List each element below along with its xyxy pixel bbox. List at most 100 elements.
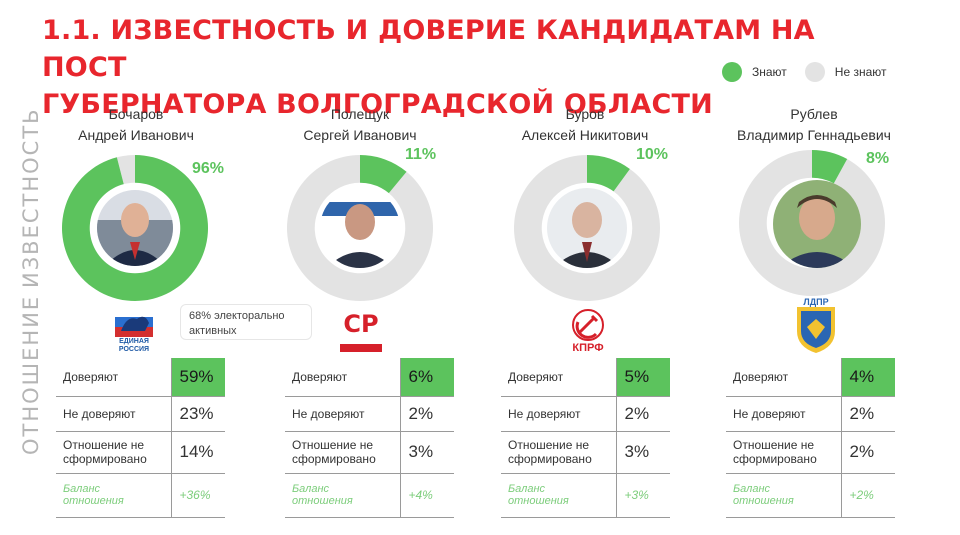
row-label: Баланс отношения bbox=[501, 473, 616, 518]
row-value: 59% bbox=[170, 358, 225, 397]
ldpr-emblem-icon bbox=[797, 307, 835, 353]
row-label: Доверяют bbox=[726, 358, 841, 397]
row-label: Не доверяют bbox=[501, 396, 616, 432]
candidate-last-name: Полещук bbox=[330, 106, 390, 122]
row-label: Не доверяют bbox=[56, 396, 171, 432]
candidate-first-name: Владимир Геннадьевич bbox=[737, 127, 891, 143]
party-name: СР bbox=[343, 310, 379, 338]
row-value: +2% bbox=[840, 473, 895, 518]
party-name: ЛДПР bbox=[803, 297, 829, 307]
candidate-photo-rublev bbox=[773, 180, 861, 268]
hammer-sickle-icon bbox=[572, 309, 604, 341]
legend-swatch-know bbox=[722, 62, 742, 82]
candidate-first-name: Андрей Иванович bbox=[78, 127, 194, 143]
donut-slice-know bbox=[812, 150, 848, 184]
donut-slice-dont-know bbox=[116, 155, 135, 185]
donut-slice-dont-know bbox=[287, 155, 433, 301]
table-row-distrust: Не доверяют 2% bbox=[726, 396, 895, 432]
page-title: 1.1. ИЗВЕСТНОСТЬ И ДОВЕРИЕ КАНДИДАТАМ НА… bbox=[42, 12, 822, 123]
legend-label-dont-know: Не знают bbox=[834, 65, 887, 79]
donut-slice-know bbox=[587, 155, 630, 192]
row-value: 3% bbox=[399, 431, 454, 474]
awareness-value-burov: 10% bbox=[636, 146, 669, 163]
table-row-undecided: Отношение не сформировано 2% bbox=[726, 431, 895, 474]
candidate-photo-poleshchuk bbox=[320, 188, 400, 268]
party-logo-sr: СР bbox=[338, 304, 384, 354]
candidate-name: Полещук Сергей Иванович bbox=[260, 104, 460, 146]
party-logo-kprf: КПРФ bbox=[566, 308, 610, 356]
table-row-balance: Баланс отношения +36% bbox=[56, 473, 225, 518]
candidate-first-name: Сергей Иванович bbox=[303, 127, 417, 143]
row-label: Баланс отношения bbox=[285, 473, 400, 518]
row-label: Не доверяют bbox=[285, 396, 400, 432]
candidate-photo-bocharov bbox=[97, 190, 173, 266]
note-electorally-active: 68% электорально активных bbox=[180, 304, 312, 340]
party-logo-united-russia: ЕДИНАЯ РОССИЯ bbox=[111, 301, 157, 353]
row-value: 23% bbox=[170, 396, 225, 432]
donut-slice-know bbox=[360, 155, 407, 194]
donut-awareness-burov bbox=[514, 155, 660, 301]
table-row-distrust: Не доверяют 23% bbox=[56, 396, 225, 432]
awareness-value-poleshchuk: 11% bbox=[405, 146, 437, 163]
row-value: +36% bbox=[170, 473, 225, 518]
row-label: Доверяют bbox=[285, 358, 400, 397]
row-label: Доверяют bbox=[501, 358, 616, 397]
row-value: 2% bbox=[840, 431, 895, 474]
candidate-name: Бочаров Андрей Иванович bbox=[36, 104, 236, 146]
table-row-balance: Баланс отношения +3% bbox=[501, 473, 670, 518]
party-logo-ldpr: ЛДПР bbox=[793, 297, 839, 355]
table-row-trust: Доверяют 4% bbox=[726, 358, 895, 397]
table-row-undecided: Отношение не сформировано 14% bbox=[56, 431, 225, 474]
table-row-undecided: Отношение не сформировано 3% bbox=[285, 431, 454, 474]
attitude-table-poleshchuk: Доверяют 6% Не доверяют 2% Отношение не сфо… bbox=[285, 358, 454, 518]
title-line-2: ГУБЕРНАТОРА ВОЛГОГРАДСКОЙ ОБЛАСТИ bbox=[42, 89, 713, 120]
candidate-last-name: Буров bbox=[565, 106, 605, 122]
row-value: 4% bbox=[840, 358, 895, 397]
party-name: КПРФ bbox=[572, 342, 604, 354]
candidate-last-name: Бочаров bbox=[108, 106, 164, 122]
row-value: 5% bbox=[615, 358, 670, 397]
candidate-last-name: Рублев bbox=[790, 106, 838, 122]
row-label: Отношение не сформировано bbox=[285, 431, 400, 474]
donut-slice-dont-know bbox=[514, 155, 660, 301]
legend-swatch-dont-know bbox=[804, 62, 825, 82]
row-label: Баланс отношения bbox=[726, 473, 841, 518]
title-line-1: 1.1. ИЗВЕСТНОСТЬ И ДОВЕРИЕ КАНДИДАТАМ НА… bbox=[42, 15, 815, 83]
attitude-table-rublev: Доверяют 4% Не доверяют 2% Отношение не сфо… bbox=[726, 358, 895, 518]
table-row-balance: Баланс отношения +4% bbox=[285, 473, 454, 518]
donut-slice-know bbox=[61, 155, 208, 301]
row-label: Доверяют bbox=[56, 358, 171, 397]
row-value: 3% bbox=[615, 431, 670, 474]
row-value: 6% bbox=[399, 358, 454, 397]
row-label: Баланс отношения bbox=[56, 473, 171, 518]
row-label: Отношение не сформировано bbox=[726, 431, 841, 474]
row-value: +3% bbox=[615, 473, 670, 518]
awareness-value-bocharov: 96% bbox=[192, 160, 225, 177]
table-row-distrust: Не доверяют 2% bbox=[285, 396, 454, 432]
attitude-table-burov: Доверяют 5% Не доверяют 2% Отношение не сфо… bbox=[501, 358, 670, 518]
table-row-trust: Доверяют 5% bbox=[501, 358, 670, 397]
row-value: 2% bbox=[399, 396, 454, 432]
donut-awareness-rublev bbox=[739, 150, 885, 296]
legend-item-dont-know: Не знают bbox=[804, 62, 887, 82]
candidate-name: Буров Алексей Никитович bbox=[485, 104, 685, 146]
legend-item-know: Знают bbox=[722, 62, 787, 82]
donut-slice-dont-know bbox=[739, 150, 885, 296]
candidate-first-name: Алексей Никитович bbox=[521, 127, 649, 143]
table-row-trust: Доверяют 59% bbox=[56, 358, 225, 397]
legend-label-know: Знают bbox=[752, 65, 787, 79]
row-value: 2% bbox=[840, 396, 895, 432]
sr-logo-icon bbox=[340, 306, 382, 352]
bear-icon bbox=[115, 307, 153, 337]
party-name: ЕДИНАЯ РОССИЯ bbox=[118, 338, 150, 353]
table-row-trust: Доверяют 6% bbox=[285, 358, 454, 397]
awareness-value-rublev: 8% bbox=[866, 150, 890, 167]
table-row-balance: Баланс отношения +2% bbox=[726, 473, 895, 518]
row-value: 14% bbox=[170, 431, 225, 474]
candidate-name: Рублев Владимир Геннадьевич bbox=[714, 104, 914, 146]
table-row-undecided: Отношение не сформировано 3% bbox=[501, 431, 670, 474]
row-value: 2% bbox=[615, 396, 670, 432]
donut-awareness-bocharov bbox=[61, 155, 208, 301]
side-label-attitude: ОТНОШЕНИЕ bbox=[19, 294, 43, 455]
table-row-distrust: Не доверяют 2% bbox=[501, 396, 670, 432]
